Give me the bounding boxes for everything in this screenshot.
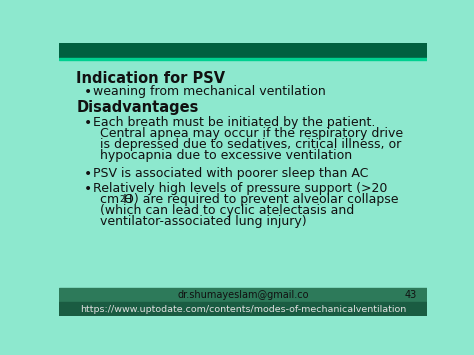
Text: •: • (84, 85, 92, 99)
Text: •: • (84, 182, 92, 196)
Text: dr.shumayeslam@gmail.co: dr.shumayeslam@gmail.co (177, 290, 309, 300)
Text: 43: 43 (405, 290, 417, 300)
Text: Disadvantages: Disadvantages (76, 100, 199, 115)
Text: •: • (84, 166, 92, 181)
Text: cm H: cm H (100, 193, 132, 206)
Bar (59, 288, 427, 302)
Text: Relatively high levels of pressure support (>20: Relatively high levels of pressure suppo… (93, 182, 388, 195)
Text: ventilator-associated lung injury): ventilator-associated lung injury) (100, 215, 306, 228)
Text: •: • (84, 116, 92, 130)
Bar (59, 43, 427, 58)
Bar (59, 302, 427, 316)
Text: 2: 2 (120, 195, 125, 204)
Text: https://www.uptodate.com/contents/modes-of-mechanicalventilation: https://www.uptodate.com/contents/modes-… (80, 305, 406, 313)
Bar (59, 58, 427, 60)
Text: hypocapnia due to excessive ventilation: hypocapnia due to excessive ventilation (100, 149, 352, 162)
Text: Indication for PSV: Indication for PSV (76, 71, 226, 86)
Text: (which can lead to cyclic atelectasis and: (which can lead to cyclic atelectasis an… (100, 204, 354, 217)
Text: PSV is associated with poorer sleep than AC: PSV is associated with poorer sleep than… (93, 166, 369, 180)
Text: weaning from mechanical ventilation: weaning from mechanical ventilation (93, 85, 326, 98)
Text: O) are required to prevent alveolar collapse: O) are required to prevent alveolar coll… (124, 193, 399, 206)
Text: Central apnea may occur if the respiratory drive: Central apnea may occur if the respirato… (100, 127, 403, 140)
Text: Each breath must be initiated by the patient.: Each breath must be initiated by the pat… (93, 116, 376, 129)
Text: is depressed due to sedatives, critical illness, or: is depressed due to sedatives, critical … (100, 138, 401, 151)
